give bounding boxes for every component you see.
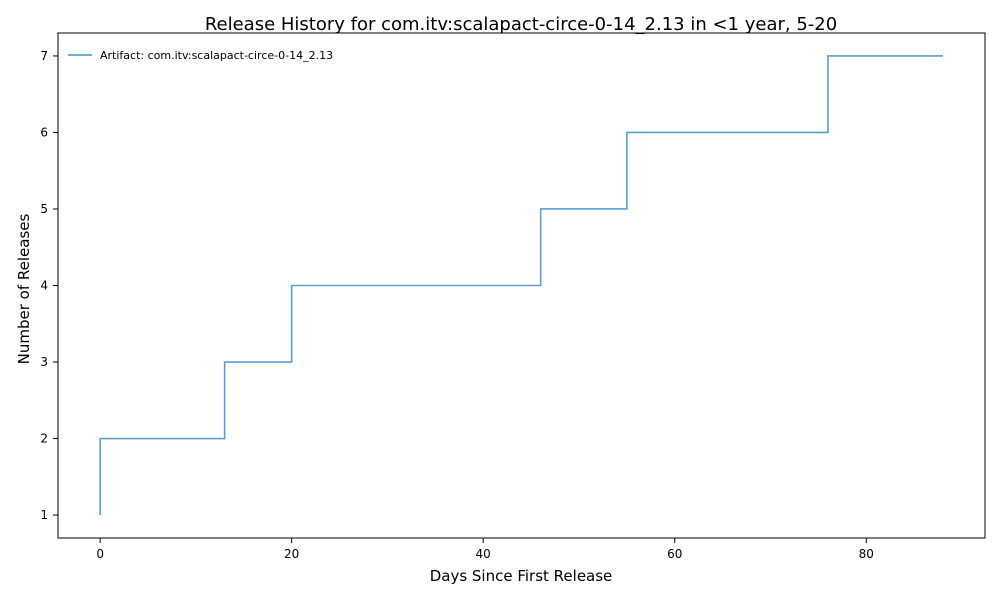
series-line [99,55,943,516]
y-tick-label: 2 [40,432,48,446]
x-axis-ticks: 0 20 40 60 80 [96,538,874,561]
y-tick-label: 1 [40,508,48,522]
series-group [99,55,943,516]
chart-title: Release History for com.itv:scalapact-ci… [205,14,837,35]
x-tick-label: 20 [284,547,299,561]
legend-label: Artifact: com.itv:scalapact-circe-0-14_2… [100,49,333,62]
x-tick-label: 0 [96,547,104,561]
y-tick-label: 5 [40,202,48,216]
y-tick-label: 3 [40,355,48,369]
y-axis-title: Number of Releases [15,213,33,364]
y-axis-ticks: 1 2 3 4 5 6 7 [40,49,58,522]
x-tick-label: 60 [667,547,682,561]
y-tick-label: 7 [40,49,48,63]
x-axis-title: Days Since First Release [430,567,613,585]
y-tick-label: 6 [40,125,48,139]
x-tick-label: 40 [476,547,491,561]
y-tick-label: 4 [40,279,48,293]
x-tick-label: 80 [859,547,874,561]
legend: Artifact: com.itv:scalapact-circe-0-14_2… [68,49,333,62]
